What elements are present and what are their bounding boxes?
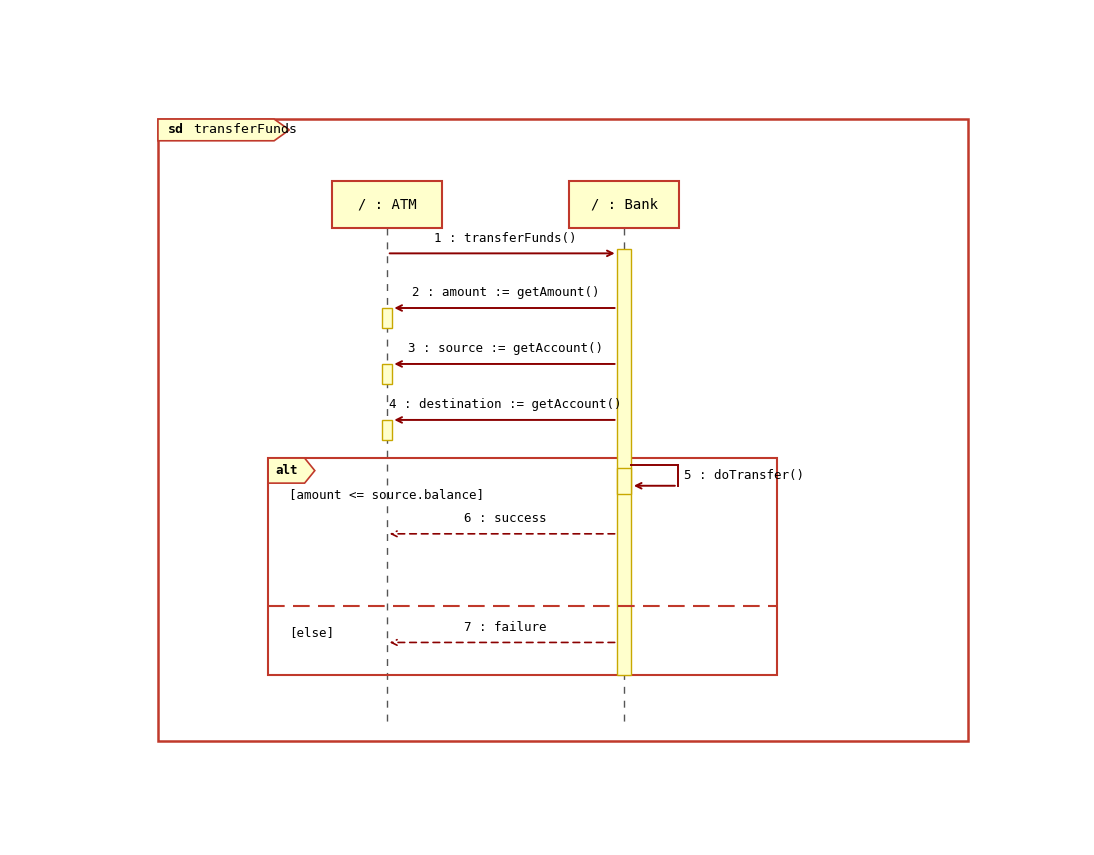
Polygon shape: [268, 458, 315, 483]
Bar: [569, 181, 679, 228]
Bar: [331, 181, 442, 228]
Text: 5 : doTransfer(): 5 : doTransfer(): [685, 469, 804, 481]
Text: 1 : transferFunds(): 1 : transferFunds(): [434, 232, 577, 245]
Bar: [382, 420, 392, 439]
Text: / : ATM: / : ATM: [358, 198, 416, 212]
Text: [amount <= source.balance]: [amount <= source.balance]: [289, 488, 485, 501]
Text: sd: sd: [168, 123, 184, 137]
Text: alt: alt: [275, 464, 298, 477]
Text: 3 : source := getAccount(): 3 : source := getAccount(): [408, 342, 603, 356]
Text: transferFunds: transferFunds: [194, 123, 298, 137]
Bar: [382, 364, 392, 384]
Bar: [617, 249, 631, 675]
Text: / : Bank: / : Bank: [591, 198, 657, 212]
Text: 2 : amount := getAmount(): 2 : amount := getAmount(): [411, 286, 600, 299]
Bar: [382, 308, 392, 327]
Bar: [268, 458, 777, 675]
Bar: [617, 468, 631, 494]
Text: 7 : failure: 7 : failure: [464, 621, 547, 634]
Text: [else]: [else]: [289, 626, 335, 639]
Polygon shape: [158, 119, 289, 141]
Text: 4 : destination := getAccount(): 4 : destination := getAccount(): [389, 398, 621, 411]
Text: 6 : success: 6 : success: [464, 512, 547, 525]
